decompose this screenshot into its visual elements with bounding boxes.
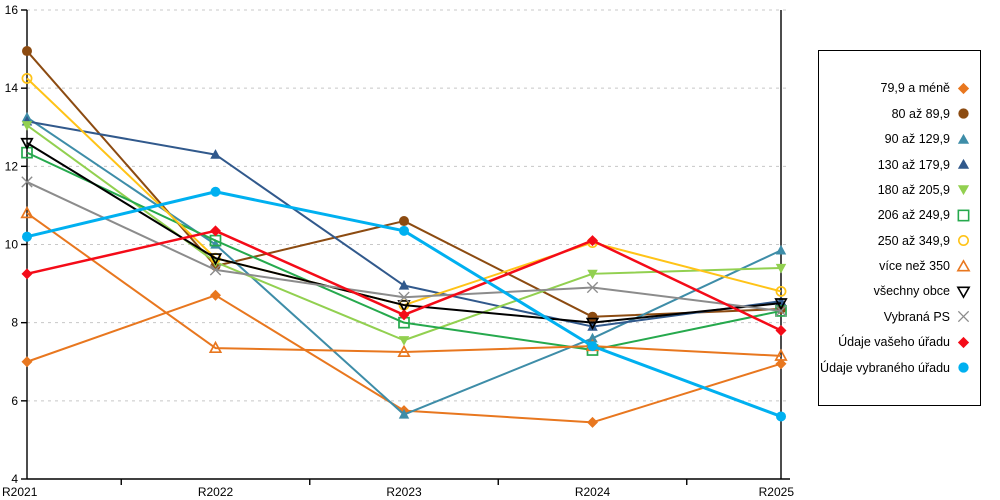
series-marker-circle-icon (21, 72, 33, 84)
series-line-7 (26, 212, 782, 357)
legend-item-5: 206 až 249,9 (819, 203, 980, 228)
legend-diamond-icon (957, 336, 970, 348)
legend-triangle-up-icon (957, 158, 970, 169)
legend-item-4: 180 až 205,9 (819, 177, 980, 202)
y-axis-label: 10 (5, 238, 19, 252)
y-axis-label: 14 (5, 81, 19, 95)
series-line-9 (26, 181, 782, 312)
series-marker-triangle-down-icon (397, 300, 411, 313)
series-marker-diamond-icon (21, 268, 33, 280)
series-line-8 (26, 142, 782, 324)
series-marker-triangle-down-icon (208, 253, 223, 266)
y-axis-label: 4 (11, 472, 18, 486)
series-marker-circle-icon (775, 285, 787, 297)
legend-x-icon (957, 311, 970, 323)
series-marker-x-icon (21, 176, 33, 188)
legend-item-8: všechny obce (819, 279, 980, 304)
series-marker-circle-icon (210, 186, 221, 197)
legend-circle-icon (958, 362, 969, 373)
y-axis-label: 12 (5, 159, 19, 173)
series-marker-circle-icon (587, 341, 598, 352)
series-marker-triangle-down-icon (775, 263, 787, 274)
series-marker-diamond-icon (398, 309, 410, 321)
legend-item-2: 90 až 129,9 (819, 126, 980, 151)
series-marker-triangle-down-icon (585, 317, 600, 330)
series-marker-diamond-icon (587, 235, 598, 247)
series-marker-triangle-up-icon (774, 348, 788, 361)
series-marker-triangle-up-icon (208, 340, 223, 354)
series-marker-triangle-up-icon (587, 321, 598, 331)
legend-circle-icon (958, 235, 969, 247)
legend-item-3: 130 až 179,9 (819, 152, 980, 177)
legend-label: 130 až 179,9 (877, 157, 950, 172)
legend-triangle-down-icon (956, 286, 971, 299)
legend: 79,9 a méně 80 až 89,9 90 až 129,9 130 až 1… (818, 50, 981, 406)
legend-item-1: 80 až 89,9 (819, 101, 980, 126)
legend-label: Vybraná PS (883, 309, 950, 324)
legend-circle-icon (958, 108, 969, 119)
series-marker-circle-icon (399, 225, 409, 236)
series-marker-triangle-up-icon (210, 149, 221, 159)
series-marker-diamond-icon (587, 416, 598, 428)
series-marker-diamond-icon (775, 324, 787, 336)
series-marker-x-icon (398, 291, 410, 303)
legend-item-11: Údaje vybraného úřadu (819, 355, 980, 380)
series-marker-diamond-icon (775, 358, 787, 370)
series-marker-triangle-up-icon (775, 244, 787, 255)
legend-label: 79,9 a méně (880, 81, 951, 96)
series-marker-circle-icon (22, 231, 32, 242)
y-axis-label: 16 (5, 3, 19, 17)
series-marker-triangle-up-icon (397, 344, 411, 357)
y-axis-label: 8 (11, 316, 18, 330)
series-marker-triangle-down-icon (587, 269, 598, 280)
legend-label: 250 až 349,9 (877, 233, 950, 248)
series-marker-diamond-icon (210, 225, 221, 237)
series-marker-circle-icon (399, 216, 409, 227)
series-marker-triangle-up-icon (20, 205, 34, 219)
legend-triangle-up-icon (956, 258, 971, 272)
series-marker-triangle-down-icon (398, 336, 410, 346)
y-axis-label: 6 (11, 394, 18, 408)
series-marker-diamond-icon (21, 356, 33, 368)
series-marker-circle-icon (22, 46, 32, 57)
series-line-2 (26, 116, 782, 416)
series-line-5 (26, 151, 782, 352)
legend-label: Údaje vybraného úřadu (820, 360, 950, 375)
series-marker-diamond-icon (210, 289, 221, 301)
series-marker-x-icon (775, 305, 787, 317)
series-marker-circle-icon (776, 411, 786, 422)
legend-label: 206 až 249,9 (877, 208, 950, 223)
legend-label: 80 až 89,9 (891, 106, 950, 121)
series-marker-x-icon (586, 281, 599, 294)
series-marker-triangle-up-icon (398, 280, 410, 290)
x-axis-label: R2025 (759, 485, 795, 499)
legend-item-0: 79,9 a méně (819, 76, 980, 101)
series-marker-triangle-up-icon (398, 409, 410, 419)
legend-triangle-down-icon (957, 185, 970, 196)
legend-triangle-up-icon (957, 133, 970, 144)
legend-item-6: 250 až 349,9 (819, 228, 980, 253)
legend-label: 180 až 205,9 (877, 182, 950, 197)
series-marker-triangle-down-icon (21, 121, 33, 131)
legend-diamond-icon (957, 82, 970, 94)
legend-label: 90 až 129,9 (884, 132, 950, 147)
legend-item-10: Údaje vašeho úřadu (819, 330, 980, 355)
series-marker-triangle-down-icon (20, 137, 34, 151)
legend-label: více než 350 (879, 259, 950, 274)
legend-label: všechny obce (873, 284, 950, 299)
legend-item-9: Vybraná PS (819, 304, 980, 329)
legend-square-icon (957, 209, 970, 222)
series-marker-x-icon (209, 264, 222, 276)
x-axis-label: R2023 (386, 485, 422, 499)
series-marker-triangle-down-icon (774, 298, 788, 311)
legend-label: Údaje vašeho úřadu (838, 335, 950, 350)
series-marker-triangle-up-icon (587, 332, 598, 343)
x-axis-label: R2021 (2, 485, 38, 499)
x-axis-label: R2022 (198, 485, 234, 499)
x-axis-label: R2024 (575, 485, 611, 499)
legend-item-7: více než 350 (819, 253, 980, 278)
